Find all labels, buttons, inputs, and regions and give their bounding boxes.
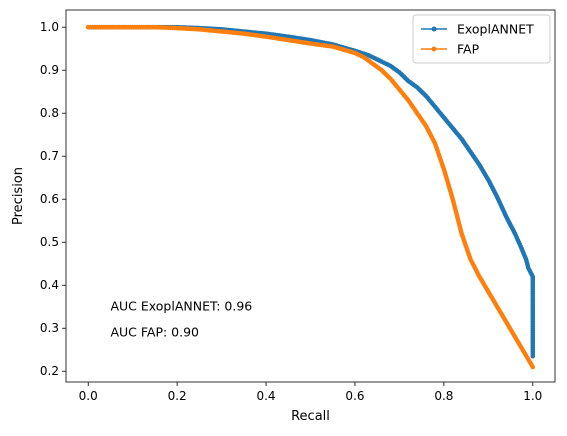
legend-marker-0 <box>431 26 437 32</box>
y-tick-label: 0.9 <box>40 63 59 77</box>
x-tick-label: 0.6 <box>345 389 364 403</box>
series-point-1 <box>530 364 536 370</box>
x-tick-label: 0.4 <box>256 389 275 403</box>
y-axis-label: Precision <box>11 167 26 225</box>
x-tick-label: 0.2 <box>168 389 187 403</box>
y-tick-label: 0.8 <box>40 106 59 120</box>
x-tick-label: 0.0 <box>79 389 98 403</box>
legend-marker-1 <box>431 46 437 52</box>
y-tick-label: 0.5 <box>40 235 59 249</box>
legend-label-0: ExoplANNET <box>457 22 534 37</box>
auc-annotation: AUC ExoplANNET: 0.96 <box>110 299 252 314</box>
axes-frame <box>65 9 556 383</box>
auc-annotation: AUC FAP: 0.90 <box>110 325 199 340</box>
curves-layer <box>85 24 536 370</box>
y-tick-label: 0.6 <box>40 192 59 206</box>
legend: ExoplANNET FAP <box>412 14 551 64</box>
legend-label-1: FAP <box>457 42 480 57</box>
legend-box <box>412 14 551 64</box>
y-tick-label: 0.2 <box>40 364 59 378</box>
y-tick-label: 0.3 <box>40 321 59 335</box>
series-point-0 <box>530 353 536 359</box>
y-tick-label: 0.4 <box>40 278 59 292</box>
x-tick-label: 0.8 <box>434 389 453 403</box>
x-axis-label: Recall <box>291 409 330 424</box>
y-tick-label: 1.0 <box>40 20 59 34</box>
annotations-layer: AUC ExoplANNET: 0.96 AUC FAP: 0.90 <box>110 299 252 340</box>
y-tick-label: 0.7 <box>40 149 59 163</box>
x-axis-ticks: 0.0 0.2 0.4 0.6 0.8 1.0 <box>79 382 542 403</box>
y-axis-ticks: 0.2 0.3 0.4 0.5 0.6 0.7 0.8 0.9 1.0 <box>40 20 66 378</box>
x-tick-label: 1.0 <box>523 389 542 403</box>
